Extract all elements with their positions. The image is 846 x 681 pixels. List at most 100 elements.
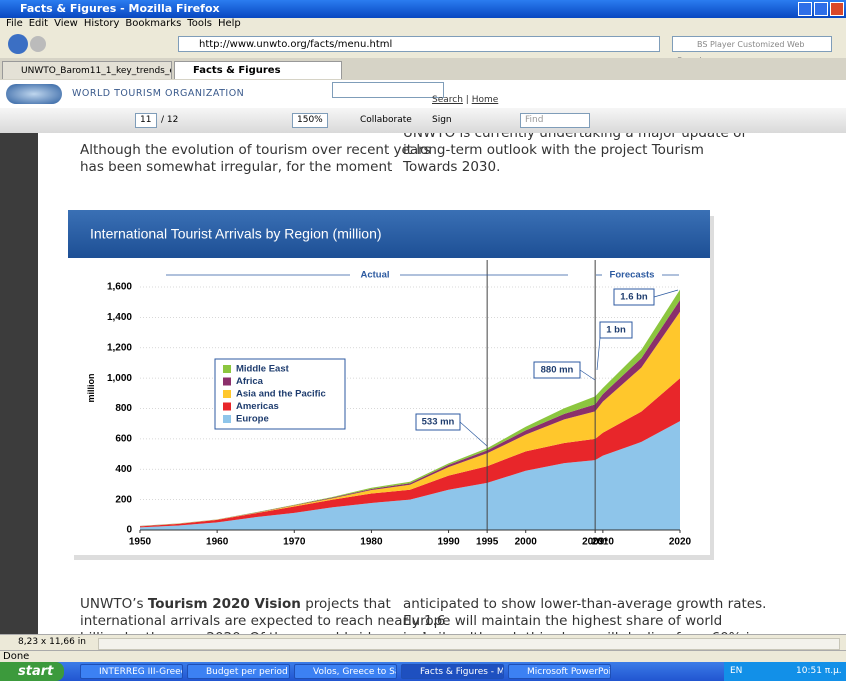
url-bar[interactable]: http://www.unwto.org/facts/menu.html <box>178 36 660 52</box>
page-size: 8,23 x 11,66 in <box>18 637 86 647</box>
legend-label: Middle East <box>236 364 290 375</box>
text-line: anticipated to show lower-than-average g… <box>403 596 766 613</box>
logo <box>6 84 62 104</box>
tab-bar: UNWTO_Barom11_1_key_trends_en.p... Facts… <box>0 58 846 81</box>
page-input[interactable]: 11 <box>135 113 157 128</box>
y-tick-label: 200 <box>115 494 132 505</box>
paragraph: UNWTO is currently undertaking a major u… <box>403 133 746 176</box>
url: http://www.unwto.org/facts/menu.html <box>199 39 392 50</box>
y-tick-label: 1,200 <box>107 342 132 353</box>
task-button[interactable]: Volos, Greece to Sara... <box>294 664 397 679</box>
tab-active[interactable]: Facts & Figures <box>174 61 342 79</box>
legend-label: Europe <box>236 414 269 425</box>
x-tick-label: 1980 <box>360 537 383 548</box>
scrollbar-area: 8,23 x 11,66 in <box>0 634 846 650</box>
annotation: 533 mn <box>422 417 455 428</box>
start-button[interactable]: start <box>0 662 64 681</box>
y-tick-label: 0 <box>126 525 132 536</box>
chart: International Tourist Arrivals by Region… <box>64 208 716 560</box>
collaborate[interactable]: Collaborate <box>360 115 412 125</box>
y-tick-label: 1,000 <box>107 373 132 384</box>
language: EN <box>730 666 742 676</box>
x-tick-label: 1990 <box>437 537 460 548</box>
system-tray: EN 10:51 π.μ. <box>724 662 846 681</box>
text-line: Towards 2030. <box>403 159 746 176</box>
home-link[interactable]: Home <box>472 95 499 105</box>
text: projects that <box>305 596 391 612</box>
annotation: 1 bn <box>606 325 626 336</box>
title-bar: Facts & Figures - Mozilla Firefox <box>0 0 846 18</box>
annotation: Forecasts <box>610 270 655 281</box>
text-line: Although the evolution of tourism over r… <box>80 142 431 159</box>
task-button[interactable]: Facts & Figures - Moz... <box>401 664 504 679</box>
search-box[interactable]: BS Player Customized Web Search <box>672 36 832 52</box>
window-buttons[interactable] <box>798 2 844 16</box>
legend-swatch <box>223 378 231 386</box>
x-tick-label: 2020 <box>669 537 692 548</box>
annotation: 1.6 bn <box>620 292 648 303</box>
legend-swatch <box>223 415 231 423</box>
text-line: has been somewhat irregular, for the mom… <box>80 159 431 176</box>
organization: WORLD TOURISM ORGANIZATION <box>72 88 244 99</box>
x-tick-label: 2000 <box>515 537 538 548</box>
x-tick-label: 2010 <box>592 537 615 548</box>
y-tick-label: 800 <box>115 403 132 414</box>
nav-bar: http://www.unwto.org/facts/menu.html BS … <box>0 30 846 58</box>
bold-text: Tourism 2020 Vision <box>148 596 301 612</box>
legend-swatch <box>223 403 231 411</box>
taskbar: start INTERREG III-Greece... Budget per p… <box>0 662 846 681</box>
page-total: / 12 <box>161 115 178 125</box>
text-line: international arrivals are expected to r… <box>80 613 450 630</box>
x-tick-label: 1995 <box>476 537 499 548</box>
annotation: Actual <box>360 270 389 281</box>
menu-item[interactable]: View <box>54 18 78 29</box>
legend-label: Africa <box>236 376 264 387</box>
start-label: start <box>18 664 53 679</box>
status: Done <box>3 651 29 662</box>
pdf-document: Although the evolution of tourism over r… <box>0 133 846 650</box>
site-search[interactable] <box>332 82 444 98</box>
forward-button[interactable] <box>30 36 46 52</box>
window-title: Facts & Figures - Mozilla Firefox <box>20 2 220 15</box>
task-button[interactable]: INTERREG III-Greece... <box>80 664 183 679</box>
legend-label: Americas <box>236 401 279 412</box>
search-link[interactable]: Search <box>432 95 463 105</box>
text: UNWTO’s <box>80 596 144 612</box>
y-tick-label: 1,400 <box>107 312 132 323</box>
menu-bar: File Edit View History Bookmarks Tools Help <box>0 18 846 30</box>
paragraph: Although the evolution of tourism over r… <box>80 142 431 176</box>
y-axis-label: million <box>86 374 96 403</box>
task-button[interactable]: Budget per period [C... <box>187 664 290 679</box>
menu-item[interactable]: Tools <box>187 18 212 29</box>
pdf-sidebar <box>0 133 38 650</box>
tab[interactable]: UNWTO_Barom11_1_key_trends_en.p... <box>2 61 172 79</box>
horizontal-scrollbar[interactable] <box>98 638 840 650</box>
clock: 10:51 π.μ. <box>796 662 842 681</box>
text-line: Europe will maintain the highest share o… <box>403 613 766 630</box>
menu-item[interactable]: Edit <box>29 18 48 29</box>
text-line: UNWTO is currently undertaking a major u… <box>403 133 746 142</box>
sign[interactable]: Sign <box>432 115 452 125</box>
x-tick-label: 1950 <box>129 537 152 548</box>
find-box[interactable]: Find <box>520 113 590 128</box>
y-tick-label: 400 <box>115 464 132 475</box>
task-button[interactable]: Microsoft PowerPoint ... <box>508 664 611 679</box>
menu-item[interactable]: Help <box>218 18 241 29</box>
legend-label: Asia and the Pacific <box>236 389 326 400</box>
menu-item[interactable]: File <box>6 18 23 29</box>
menu-item[interactable]: Bookmarks <box>125 18 181 29</box>
y-tick-label: 1,600 <box>107 282 132 293</box>
site-header: WORLD TOURISM ORGANIZATION Search | Home <box>0 80 846 108</box>
annotation: 880 mn <box>541 365 574 376</box>
pdf-toolbar: 11 / 12 150% Collaborate Sign Find <box>0 108 846 134</box>
zoom[interactable]: 150% <box>292 113 328 128</box>
legend-swatch <box>223 390 231 398</box>
screen: Facts & Figures - Mozilla Firefox File Ed… <box>0 0 846 681</box>
legend-swatch <box>223 365 231 373</box>
back-button[interactable] <box>8 34 28 54</box>
text-line: it long-term outlook with the project To… <box>403 142 746 159</box>
menu-item[interactable]: History <box>84 18 120 29</box>
x-tick-label: 1970 <box>283 537 306 548</box>
chart-title: International Tourist Arrivals by Region… <box>90 226 382 242</box>
